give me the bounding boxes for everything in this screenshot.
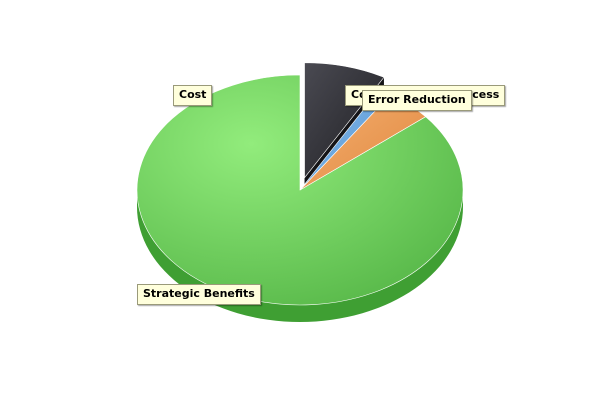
slice-label-error-reduction: Error Reduction bbox=[362, 90, 472, 111]
slice-label-cost: Cost bbox=[173, 85, 213, 106]
pie-top-layer bbox=[136, 62, 464, 306]
slice-label-strategic-benefits: Strategic Benefits bbox=[137, 284, 261, 305]
